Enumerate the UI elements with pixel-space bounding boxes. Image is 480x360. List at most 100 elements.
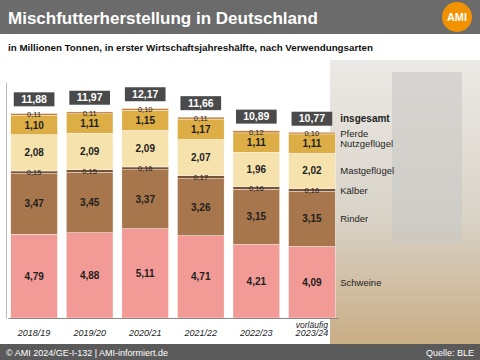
data-label: 0,16	[138, 164, 153, 173]
bar-segment	[233, 244, 280, 318]
x-tick: 2021/22	[184, 318, 218, 338]
x-tick-label: 2022/23	[239, 328, 273, 338]
bar-segment	[66, 233, 113, 318]
series-group	[11, 170, 335, 247]
logo-circle	[442, 2, 472, 32]
x-tick-label: 2018/19	[17, 328, 51, 338]
bar-segment	[122, 130, 169, 167]
title: Mischfutterherstellung in Deutschland	[8, 9, 318, 28]
bar-segment	[233, 189, 280, 244]
bar-segment	[122, 229, 169, 318]
footer-text: © AMI 2024/GE-I-132 | AMI-informiert.de	[6, 348, 168, 358]
series-name: Rinder	[340, 213, 368, 224]
data-label: 3,45	[80, 197, 100, 208]
y-axis	[6, 83, 7, 319]
bar-segment	[177, 179, 224, 236]
total-label: 10,89	[243, 110, 269, 122]
data-label: 4,71	[191, 271, 211, 282]
x-tick-label: 2020/21	[128, 328, 162, 338]
total-label: 11,66	[188, 97, 214, 109]
bars	[11, 87, 335, 318]
total-box	[125, 87, 166, 101]
series-group	[11, 229, 335, 318]
data-label: 4,09	[302, 277, 322, 288]
footer-band	[0, 344, 480, 360]
series-name: Schweine	[340, 277, 381, 288]
x-axis-line	[9, 318, 339, 319]
x-axis: 2018/19 2019/20 2020/21 2021/22 2022/23 2023/…	[9, 318, 339, 338]
logo-text: AMI	[447, 11, 467, 23]
series-group	[11, 167, 335, 191]
data-label: 2,08	[24, 147, 44, 158]
total-box	[14, 92, 55, 106]
data-label: 1,96	[247, 164, 267, 175]
chart-svg: Mischfutterherstellung in Deutschland AMI…	[0, 0, 480, 360]
total-name: insgesamt	[340, 113, 390, 124]
data-label: 3,47	[24, 198, 44, 209]
data-label: 0,17	[193, 173, 208, 182]
series-name: Mastgeflügel	[340, 165, 394, 176]
total-box	[69, 91, 110, 105]
annotation: vorläufig	[296, 320, 328, 330]
data-label: 2,09	[135, 143, 155, 154]
total-box	[292, 112, 333, 126]
bar-segment	[11, 174, 58, 235]
series-group	[11, 109, 335, 134]
data-label: 3,26	[191, 202, 211, 213]
bar-segment	[233, 152, 280, 186]
series-group	[11, 130, 335, 188]
data-label: 1,11	[80, 118, 99, 129]
data-label: 3,15	[302, 213, 322, 224]
series-names: SchweineRinderKälberMastgeflügelNutzgefl…	[340, 113, 394, 288]
data-label: 1,11	[302, 138, 321, 149]
data-label: 5,11	[136, 268, 155, 279]
data-label: 0,11	[194, 114, 208, 123]
total-box	[236, 110, 277, 124]
x-tick-label: 2021/22	[184, 328, 218, 338]
data-label: 4,88	[80, 270, 100, 281]
x-tick: 2023/24	[295, 318, 329, 338]
data-label: 4,21	[247, 276, 267, 287]
series-name: Kälber	[340, 185, 367, 196]
data-label: 1,17	[191, 124, 211, 135]
y-axis-line	[6, 83, 7, 319]
data-label: 2,09	[80, 146, 100, 157]
photo-background	[330, 60, 480, 344]
source-text: Quelle: BLE	[426, 348, 474, 358]
data-label: 0,11	[83, 109, 97, 118]
series-name: Pferde	[340, 128, 368, 139]
x-tick: 2019/20	[72, 318, 106, 338]
chart-container: Mischfutterherstellung in Deutschland AMI…	[0, 0, 480, 360]
x-tick: 2022/23	[239, 318, 273, 338]
bar-segment	[289, 247, 336, 318]
bar-segment	[66, 172, 113, 232]
series-group	[11, 110, 335, 153]
data-label: 0,10	[305, 129, 320, 138]
data-label: 4,79	[24, 271, 44, 282]
data-labels: 4,79 4,88 5,11 4,71 4,21 4,09 3,47 3,45 3,37 3,26…	[21, 88, 325, 288]
total-label: 11,97	[77, 91, 103, 103]
total-box	[180, 96, 221, 110]
data-label: 0,15	[27, 168, 42, 177]
data-label: 0,15	[82, 167, 97, 176]
data-label: 0,16	[249, 184, 264, 193]
silo-shape	[392, 72, 462, 242]
bar-segment	[289, 191, 336, 246]
bar-segment	[289, 153, 336, 188]
data-label: 3,37	[135, 194, 155, 205]
data-label: 0,16	[305, 186, 320, 195]
bar-segment	[122, 170, 169, 229]
data-label: 1,15	[135, 115, 155, 126]
bar-segment	[177, 140, 224, 176]
total-label: 11,88	[21, 93, 47, 105]
data-label: 2,02	[302, 165, 322, 176]
data-label: 1,10	[24, 120, 44, 131]
bar-segment	[11, 135, 58, 171]
x-tick: 2018/19	[17, 318, 51, 338]
bar-segment	[11, 234, 58, 318]
data-label: 1,11	[247, 137, 266, 148]
data-label: 0,10	[138, 105, 153, 114]
total-label: 10,77	[299, 112, 325, 124]
data-label: 2,07	[191, 152, 211, 163]
subtitle: in Millionen Tonnen, in erster Wirtschaf…	[8, 42, 373, 53]
